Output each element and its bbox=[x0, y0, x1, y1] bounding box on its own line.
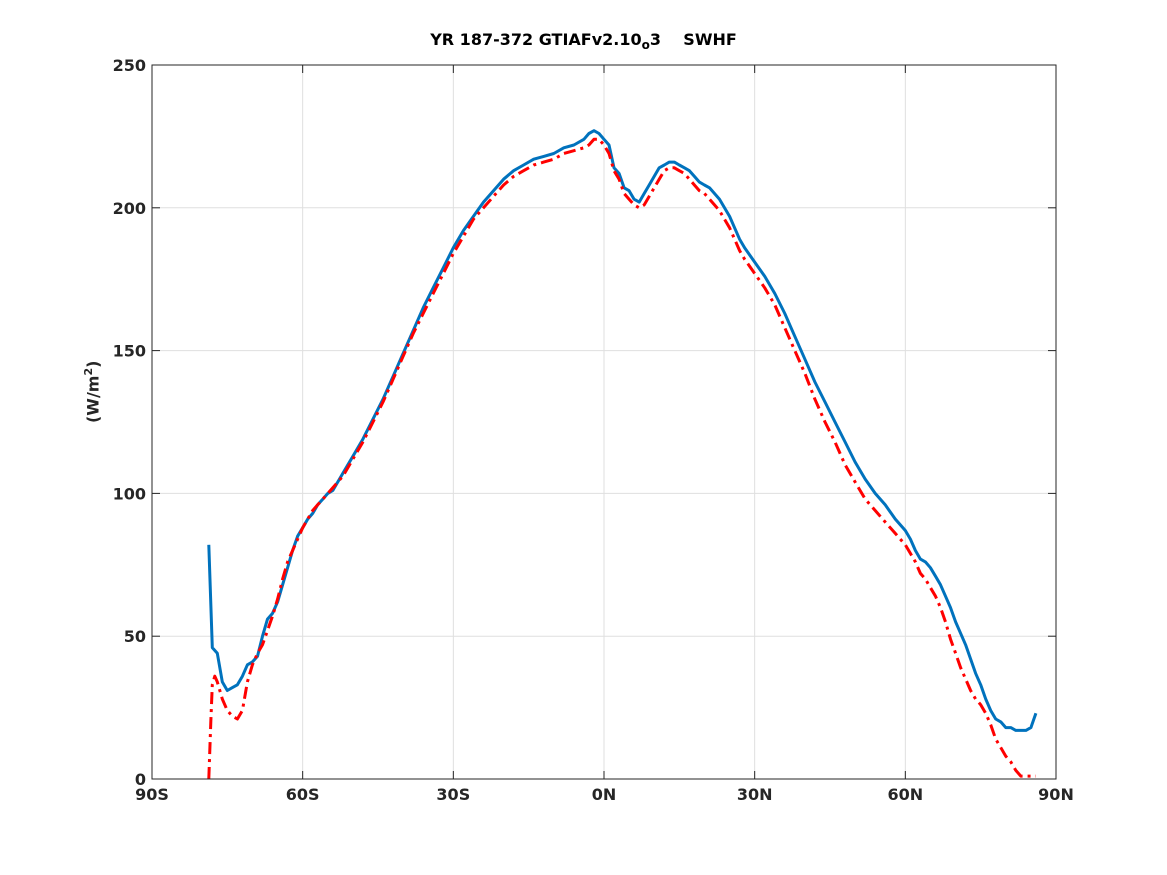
x-tick-label: 60S bbox=[286, 785, 320, 804]
y-tick-label: 100 bbox=[113, 484, 146, 503]
chart-title-field: SWHF bbox=[683, 30, 737, 49]
y-axis-label-close: ) bbox=[83, 360, 103, 368]
y-tick-label: 0 bbox=[135, 770, 146, 789]
chart-title: YR 187-372 GTIAFv2.10o3 SWHF bbox=[0, 30, 1167, 52]
chart-title-subscript: o bbox=[641, 38, 650, 53]
series-lines bbox=[207, 129, 1038, 780]
y-axis-label-exponent: 2 bbox=[82, 367, 95, 376]
y-tick-label: 50 bbox=[124, 627, 146, 646]
axis-ticks: 90S 60S 30S 0N 30N 60N 90N 0 50 100 150 200 250 bbox=[113, 56, 1074, 804]
x-tick-label: 60N bbox=[888, 785, 924, 804]
y-axis-label: (W/m2) bbox=[82, 361, 102, 423]
x-tick-label: 90S bbox=[135, 785, 169, 804]
chart-title-main: YR 187-372 GTIAFv2.10 bbox=[430, 30, 642, 49]
y-tick-label: 250 bbox=[113, 56, 146, 75]
series-line-2 bbox=[207, 137, 1036, 780]
y-tick-label: 150 bbox=[113, 342, 146, 361]
chart-title-tail: 3 bbox=[649, 30, 662, 49]
x-tick-label: 30N bbox=[737, 785, 773, 804]
x-tick-label: 90N bbox=[1038, 785, 1074, 804]
y-axis-label-unit: (W/m bbox=[83, 375, 103, 423]
grid-lines bbox=[152, 65, 1056, 779]
x-tick-label: 30S bbox=[436, 785, 470, 804]
series-line-1 bbox=[207, 129, 1038, 732]
y-tick-label: 200 bbox=[113, 199, 146, 218]
x-tick-label: 0N bbox=[592, 785, 617, 804]
